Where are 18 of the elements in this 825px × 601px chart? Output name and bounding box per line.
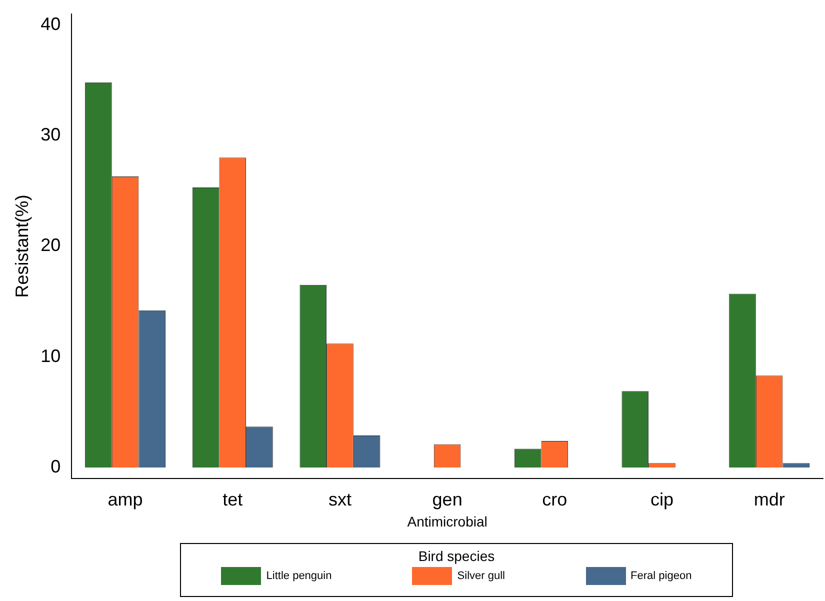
y-tick-label: 10: [40, 346, 61, 366]
x-axis-title: Antimicrobial: [407, 513, 488, 530]
y-tick-label: 0: [50, 456, 61, 476]
x-tick-label: amp: [108, 489, 143, 510]
x-tick-label: cip: [650, 489, 674, 510]
x-tick-label: tet: [222, 489, 243, 510]
x-tick-label: cro: [542, 489, 568, 510]
y-tick-label: 30: [40, 124, 61, 144]
y-tick-label: 20: [40, 235, 61, 256]
y-tick-label: 40: [40, 14, 61, 34]
legend-label: Silver gull: [457, 570, 505, 582]
y-axis-title: Resistant(%): [12, 194, 32, 298]
legend-title: Bird species: [417, 548, 496, 564]
x-tick-label: mdr: [754, 489, 785, 510]
legend-label: Little penguin: [266, 570, 332, 582]
x-tick-label: gen: [432, 489, 462, 510]
legend-label: Feral pigeon: [630, 570, 692, 582]
x-tick-label: sxt: [328, 489, 352, 510]
